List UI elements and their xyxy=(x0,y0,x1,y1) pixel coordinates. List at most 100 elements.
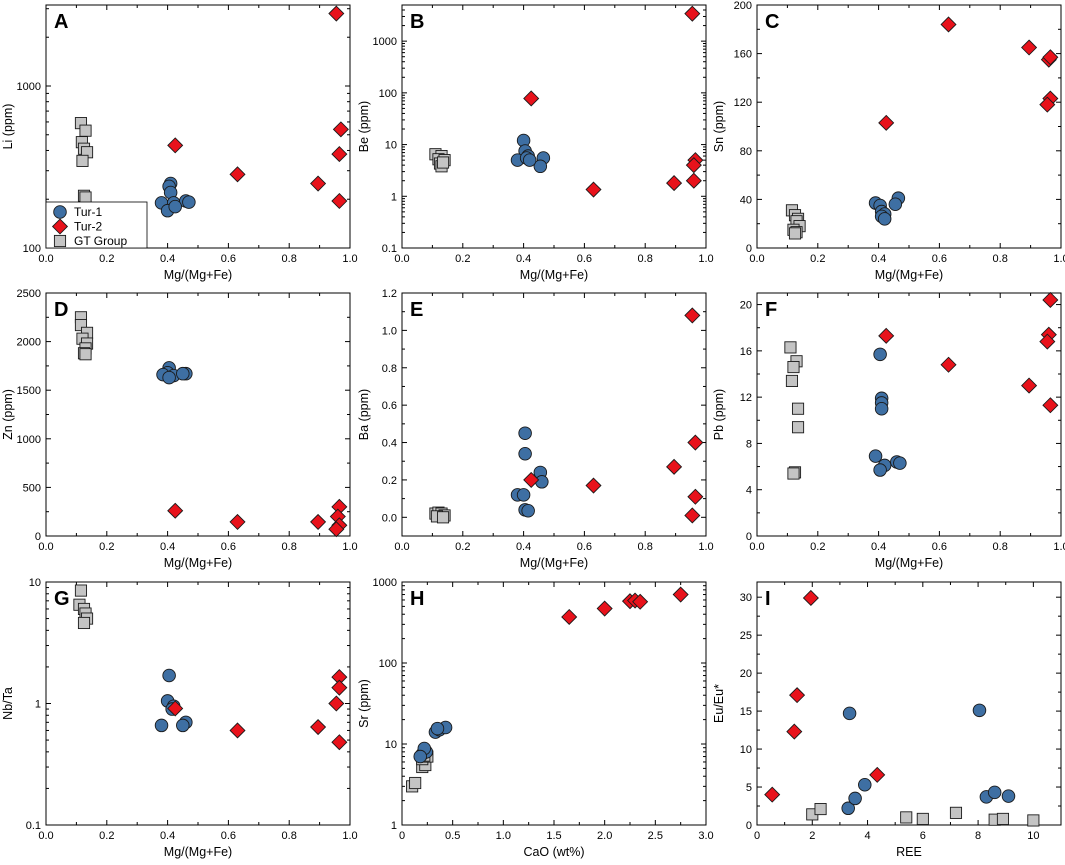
panel-b-ytick-label: 10 xyxy=(385,140,397,152)
panel-f-point-tur1 xyxy=(868,449,883,463)
panel-e-point-tur1 xyxy=(518,426,532,440)
panel-f-ytick-label: 20 xyxy=(740,300,752,312)
panel-b-ytick-label: 0.1 xyxy=(382,243,397,255)
panel-i-point-gt xyxy=(949,806,963,819)
panel-c-point-gt xyxy=(788,227,802,240)
panel-e-ytick-label: 0.8 xyxy=(382,363,397,375)
panel-d: 0.0 0.2 0.4 0.6 0.8 1.0 0 500 1000 1500 2000 2500 Mg… xyxy=(1,288,358,570)
panel-g-ytick-label: 0.1 xyxy=(26,820,41,832)
panel-c-xtick-label: 0.0 xyxy=(749,253,764,265)
panel-a-point-gt xyxy=(79,191,92,204)
panel-h-xtick-label: 1.5 xyxy=(546,830,561,842)
panel-i-point-tur2 xyxy=(764,786,781,803)
panel-b-point-tur2 xyxy=(685,172,702,189)
panel-g-point-tur1 xyxy=(162,668,176,683)
panel-f-point-tur1 xyxy=(873,347,887,362)
panel-a: 0.0 0.2 0.4 0.6 0.8 1.0 100 1000 Mg/(Mg+Fe) Li (p… xyxy=(1,4,358,282)
panel-h-xtick-label: 0 xyxy=(399,830,405,842)
panel-c-xtick-label: 1.0 xyxy=(1053,253,1065,265)
panel-i-xlabel: REE xyxy=(896,845,922,859)
panel-a-xtick-label: 0.8 xyxy=(282,253,297,265)
panel-d-ytick-label: 2500 xyxy=(17,288,41,300)
panel-d-point-tur1 xyxy=(162,370,176,385)
panel-e-ytick-label: 0.4 xyxy=(382,438,397,450)
panel-f-xtick-label: 0.8 xyxy=(993,541,1008,553)
panel-h-xtick-label: 2.5 xyxy=(648,830,663,842)
panel-d-xtick-label: 0.6 xyxy=(221,541,236,553)
legend-marker-tur1 xyxy=(53,205,67,219)
panel-d-point-gt xyxy=(79,348,92,361)
panel-e-point-tur1 xyxy=(516,488,531,502)
panel-e-ytick-label: 0.6 xyxy=(382,400,397,412)
panel-g-point-tur2 xyxy=(331,679,348,696)
panel-e-xtick-label: 0.2 xyxy=(455,541,470,553)
panel-g-point-tur2 xyxy=(310,719,327,736)
panel-g-xtick-label: 0.2 xyxy=(99,830,114,842)
panel-h-ylabel: Sr (ppm) xyxy=(357,679,371,728)
panel-e-xtick-label: 0.8 xyxy=(638,541,653,553)
panel-i-xtick-label: 10 xyxy=(1027,830,1039,842)
panel-b-xtick-label: 0.4 xyxy=(516,253,531,265)
panel-e-point-tur2 xyxy=(684,507,701,524)
panel-e-point-tur2 xyxy=(684,307,701,324)
panel-h: 0 0.5 1.0 1.5 2.0 2.5 3.0 1 10 100 1000 CaO (wt%) Sr… xyxy=(357,577,714,859)
panel-b-ytick-label: 1 xyxy=(391,191,397,203)
panel-d-xtick-label: 0.2 xyxy=(99,541,114,553)
panel-a-ylabel: Li (ppm) xyxy=(1,104,15,150)
panel-c-point-tur1 xyxy=(877,212,892,226)
panel-b-point-tur2 xyxy=(585,181,602,198)
panel-c-frame xyxy=(756,4,1062,249)
panel-a-xtick-label: 0.0 xyxy=(38,253,53,265)
panel-a-xtick-label: 0.4 xyxy=(160,253,175,265)
panel-a-point-tur2 xyxy=(167,137,184,154)
panel-i-point-tur2 xyxy=(802,589,819,606)
panel-g-point-tur2 xyxy=(328,695,345,712)
panel-f-point-tur2 xyxy=(1042,397,1059,414)
panel-c-letter: C xyxy=(765,11,779,33)
panel-h-point-tur2 xyxy=(596,600,613,617)
legend-label-gt: GT Group xyxy=(74,234,127,248)
panel-g-point-tur1 xyxy=(176,718,190,733)
panel-c-xtick-label: 0.2 xyxy=(810,253,825,265)
panel-g-point-tur1 xyxy=(154,718,169,733)
panel-b-xtick-label: 0.0 xyxy=(394,253,409,265)
panel-h-ytick-label: 100 xyxy=(379,658,397,670)
panel-d-ytick-label: 500 xyxy=(23,482,41,494)
panel-i-point-tur1 xyxy=(987,785,1002,800)
legend-marker-gt xyxy=(53,234,67,248)
panel-i-point-tur1 xyxy=(1001,789,1016,803)
panel-f-ytick-label: 4 xyxy=(746,485,752,497)
panel-b-xtick-label: 0.2 xyxy=(455,253,470,265)
panel-c-point-tur2 xyxy=(940,16,957,33)
panel-i-ylabel: Eu/Eu* xyxy=(712,684,726,723)
panel-h-xtick-label: 2.0 xyxy=(597,830,612,842)
panel-c-ytick-label: 0 xyxy=(746,243,752,255)
panel-i-xtick-label: 4 xyxy=(864,830,870,842)
panel-h-ytick-label: 1 xyxy=(391,820,397,832)
panel-c-xlabel: Mg/(Mg+Fe) xyxy=(875,268,943,282)
panel-i-point-gt xyxy=(814,803,827,816)
panel-d-xtick-label: 0.0 xyxy=(38,541,53,553)
panel-f-ytick-label: 8 xyxy=(746,438,752,450)
panel-e-point-tur2 xyxy=(687,434,704,451)
panel-g-ylabel: Nb/Ta xyxy=(1,687,15,720)
panel-i-ytick-label: 30 xyxy=(740,592,752,604)
panel-e-xtick-label: 1.0 xyxy=(698,541,713,553)
panel-f-xtick-label: 0.2 xyxy=(810,541,825,553)
panel-i-ytick-label: 0 xyxy=(746,820,752,832)
panel-b-point-tur2 xyxy=(523,90,540,107)
panel-h-point-tur2 xyxy=(672,586,689,603)
panel-b-ylabel: Be (ppm) xyxy=(357,101,371,152)
panel-e-xlabel: Mg/(Mg+Fe) xyxy=(520,556,588,570)
panel-i-xtick-label: 2 xyxy=(809,830,815,842)
panel-c-point-tur2 xyxy=(878,114,895,131)
panel-i-point-gt xyxy=(900,811,913,824)
panel-g-point-gt xyxy=(74,584,88,597)
panel-e-point-tur2 xyxy=(585,477,602,494)
panel-i-letter: I xyxy=(765,588,771,610)
panel-a-ytick-label: 100 xyxy=(23,243,41,255)
panel-a-xtick-label: 1.0 xyxy=(342,253,357,265)
panel-a-point-gt xyxy=(79,124,92,137)
panel-i-ytick-label: 5 xyxy=(746,782,752,794)
